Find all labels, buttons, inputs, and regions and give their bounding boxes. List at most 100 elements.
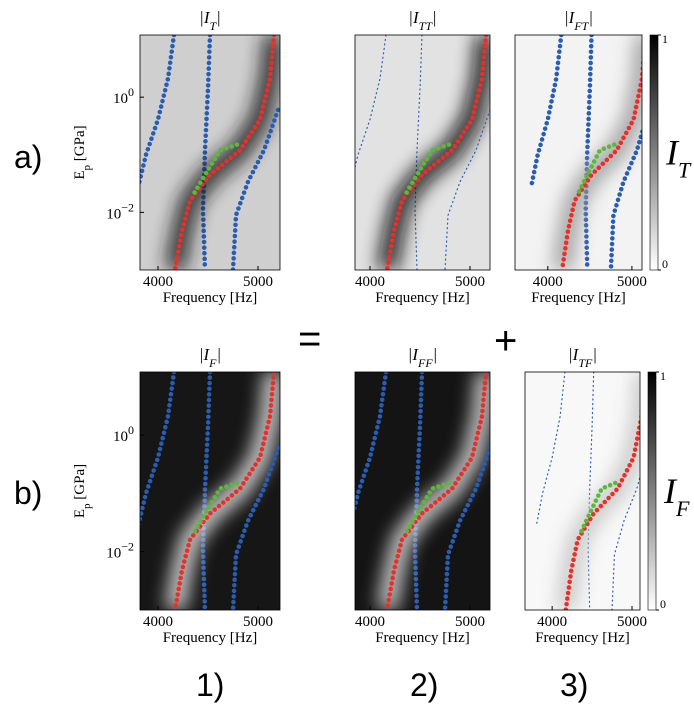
colorbar	[647, 371, 657, 611]
heatmap-background	[355, 35, 490, 270]
text-part: |	[433, 345, 438, 364]
colorbar-label: IF	[663, 471, 690, 521]
colorbar-tick-label: 0	[660, 597, 666, 611]
text-part: E	[72, 509, 88, 518]
text-part: |I	[199, 8, 211, 27]
tick-exponent: −2	[121, 540, 134, 554]
tick-base: 10	[113, 429, 128, 445]
tick-exponent: 0	[128, 85, 134, 99]
text-part: |	[216, 8, 221, 27]
dot-curve	[577, 480, 618, 537]
axes-frame	[524, 371, 641, 611]
colorbar-tick-label: 1	[660, 369, 666, 383]
text-part: I	[663, 471, 678, 511]
panel-title: |IFT|	[564, 8, 593, 33]
text-part: |I	[408, 8, 420, 27]
x-tick-label: 5000	[243, 614, 273, 630]
plot-area	[515, 35, 642, 270]
equals-sign: =	[298, 317, 321, 361]
plot-area	[525, 372, 640, 610]
dot-curve	[559, 48, 642, 270]
x-tick-label: 4000	[143, 274, 173, 290]
dot-curve	[402, 480, 452, 537]
dot-curve	[583, 35, 594, 270]
x-tick-label: 4000	[537, 614, 567, 630]
x-tick-label: 4000	[143, 614, 173, 630]
subscript: T	[209, 19, 217, 33]
x-tick-label: 4000	[533, 274, 563, 290]
dot-curve	[444, 109, 490, 270]
tick-base: 10	[106, 546, 121, 562]
y-axis-label: Ep [GPa]	[72, 464, 93, 518]
dot-curve	[528, 35, 564, 190]
text-part: [GPa]	[72, 464, 88, 504]
plot-area	[140, 372, 280, 610]
text-part: |	[588, 8, 593, 27]
heatmap-background	[355, 372, 490, 610]
text-part: [GPa]	[72, 125, 88, 165]
panel-title: |IT|	[199, 8, 221, 33]
x-tick-label: 5000	[455, 274, 485, 290]
dot-curve	[230, 107, 280, 270]
axes-frame	[354, 371, 491, 611]
x-tick-label: 4000	[355, 274, 385, 290]
subscript: F	[675, 496, 690, 521]
x-axis-label: Frequency [Hz]	[535, 630, 630, 646]
plot-area	[355, 35, 490, 270]
y-tick-label: 100	[113, 423, 134, 445]
plot-area	[140, 35, 280, 270]
panel-title: |ITT|	[408, 8, 436, 33]
dot-curve	[140, 35, 177, 189]
dot-curve	[172, 35, 277, 270]
axes-frame	[514, 34, 643, 271]
y-tick-label: 10−2	[106, 540, 134, 562]
dot-curve	[190, 142, 240, 198]
tick-base: 10	[106, 206, 121, 222]
panel-title: |IFF|	[408, 345, 438, 370]
colorbar-label: IT	[665, 133, 692, 183]
dot-curve	[190, 480, 240, 537]
x-axis-label: Frequency [Hz]	[163, 290, 258, 306]
axes-frame	[139, 34, 281, 271]
column-label: 2)	[410, 667, 438, 703]
row-label: a)	[14, 139, 42, 175]
row-label: b)	[14, 475, 42, 511]
axes-frame	[354, 34, 491, 271]
panel-title: |IF|	[199, 345, 221, 370]
text-part: |	[432, 8, 437, 27]
dot-curve	[402, 142, 452, 198]
y-tick-label: 10−2	[106, 200, 134, 222]
x-tick-label: 5000	[617, 274, 647, 290]
x-tick-label: 4000	[355, 614, 385, 630]
dot-curve	[140, 372, 177, 528]
dot-curve	[412, 372, 425, 610]
text-part: |I	[568, 345, 580, 364]
text-part: |	[592, 345, 597, 364]
heatmap-background	[140, 372, 280, 610]
x-axis-label: Frequency [Hz]	[375, 630, 470, 646]
subscript: FF	[417, 356, 433, 370]
text-part: |I	[564, 8, 576, 27]
colorbar-tick-label: 1	[662, 32, 668, 46]
colorbar-tick-label: 0	[662, 257, 668, 271]
column-label: 3)	[560, 667, 588, 703]
column-label: 1)	[196, 667, 224, 703]
subscript: TF	[578, 356, 593, 370]
y-tick-label: 100	[113, 85, 134, 107]
subscript: p	[81, 164, 93, 170]
x-axis-label: Frequency [Hz]	[163, 630, 258, 646]
subscript: F	[208, 356, 217, 370]
dot-curve	[608, 124, 642, 270]
text-part: I	[665, 133, 680, 173]
text-part: |	[217, 345, 222, 364]
dot-curve	[574, 142, 617, 198]
dot-curve	[200, 372, 213, 610]
panel-title: |ITF|	[568, 345, 597, 370]
text-part: |I	[408, 345, 420, 364]
